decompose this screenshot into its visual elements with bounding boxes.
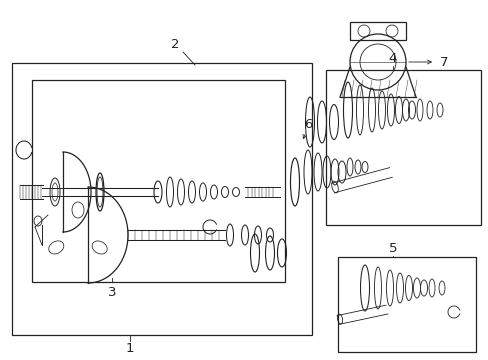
Bar — [12, 63, 311, 335]
Text: 5: 5 — [388, 242, 396, 255]
Text: 6: 6 — [303, 118, 311, 131]
Text: 1: 1 — [125, 342, 134, 355]
Bar — [349, 22, 405, 40]
Text: 2: 2 — [170, 39, 179, 51]
Text: 4: 4 — [388, 51, 396, 64]
Text: 3: 3 — [107, 285, 116, 298]
Bar — [325, 70, 480, 225]
Bar — [337, 257, 475, 352]
Text: 7: 7 — [439, 55, 447, 68]
